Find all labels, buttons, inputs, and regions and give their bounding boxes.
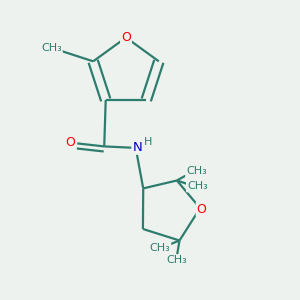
Text: CH₃: CH₃ (186, 167, 207, 176)
Text: CH₃: CH₃ (187, 182, 208, 191)
Text: N: N (132, 141, 142, 154)
Text: CH₃: CH₃ (166, 255, 187, 265)
Text: O: O (121, 31, 131, 44)
Text: O: O (66, 136, 76, 149)
Text: CH₃: CH₃ (41, 43, 62, 53)
Text: CH₃: CH₃ (150, 243, 170, 253)
Text: O: O (197, 203, 206, 216)
Text: H: H (144, 137, 152, 147)
